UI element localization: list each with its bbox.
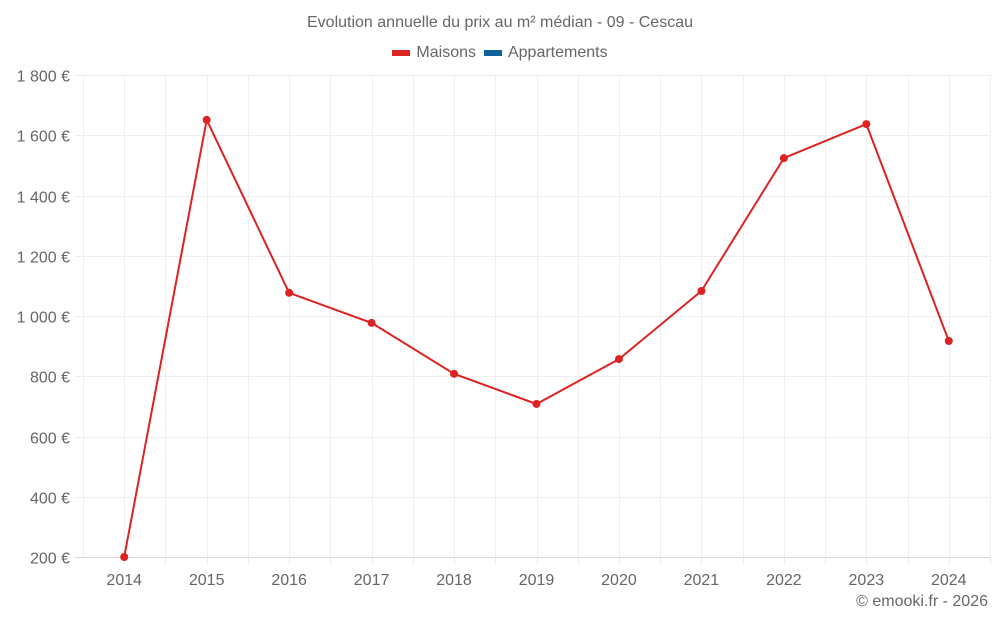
y-tick-label: 1 400 € <box>17 190 70 207</box>
data-point[interactable] <box>367 318 376 327</box>
y-tick-label: 1 600 € <box>17 129 70 146</box>
data-point[interactable] <box>614 355 623 364</box>
y-tick-label: 600 € <box>30 431 70 448</box>
y-axis: 200 € 400 € 600 € 800 € 1 000 € 1 200 € 1 400 … <box>17 69 70 568</box>
chart-title: Evolution annuelle du prix au m² médian … <box>307 14 693 31</box>
y-tick-label: 200 € <box>30 551 70 568</box>
data-point[interactable] <box>862 120 871 129</box>
legend-item-maisons[interactable]: Maisons <box>392 44 476 62</box>
x-tick-label: 2022 <box>766 572 802 589</box>
data-point[interactable] <box>202 115 211 124</box>
credit-text: © emooki.fr - 2026 <box>856 593 988 610</box>
data-point[interactable] <box>779 154 788 163</box>
data-point[interactable] <box>532 399 541 408</box>
gridlines <box>75 75 991 565</box>
y-tick-label: 1 800 € <box>17 69 70 86</box>
y-tick-label: 1 000 € <box>17 310 70 327</box>
x-tick-label: 2018 <box>436 572 472 589</box>
x-axis: 2014 2015 2016 2017 2018 2019 2020 2021 2022 2023… <box>106 572 966 589</box>
data-point[interactable] <box>697 286 706 295</box>
legend-label-maisons: Maisons <box>416 44 476 61</box>
legend-swatch-appartements-icon <box>483 50 502 56</box>
x-tick-label: 2015 <box>189 572 225 589</box>
legend-item-appartements[interactable]: Appartements <box>483 44 608 62</box>
x-tick-label: 2021 <box>684 572 720 589</box>
data-point[interactable] <box>285 288 294 297</box>
x-tick-label: 2023 <box>849 572 885 589</box>
series-maisons <box>120 115 953 561</box>
legend-label-appartements: Appartements <box>507 44 608 61</box>
x-tick-label: 2020 <box>601 572 637 589</box>
x-tick-label: 2016 <box>271 572 307 589</box>
x-tick-label: 2024 <box>931 572 967 589</box>
x-tick-label: 2019 <box>519 572 555 589</box>
data-point[interactable] <box>120 553 129 561</box>
legend-swatch-maisons-icon <box>392 50 411 56</box>
data-point[interactable] <box>944 337 953 346</box>
data-point[interactable] <box>450 369 459 378</box>
x-tick-label: 2017 <box>354 572 390 589</box>
y-tick-label: 400 € <box>30 491 70 508</box>
legend: Maisons Appartements <box>0 44 1000 62</box>
y-tick-label: 1 200 € <box>17 250 70 267</box>
y-tick-label: 800 € <box>30 370 70 387</box>
x-tick-label: 2014 <box>106 572 142 589</box>
